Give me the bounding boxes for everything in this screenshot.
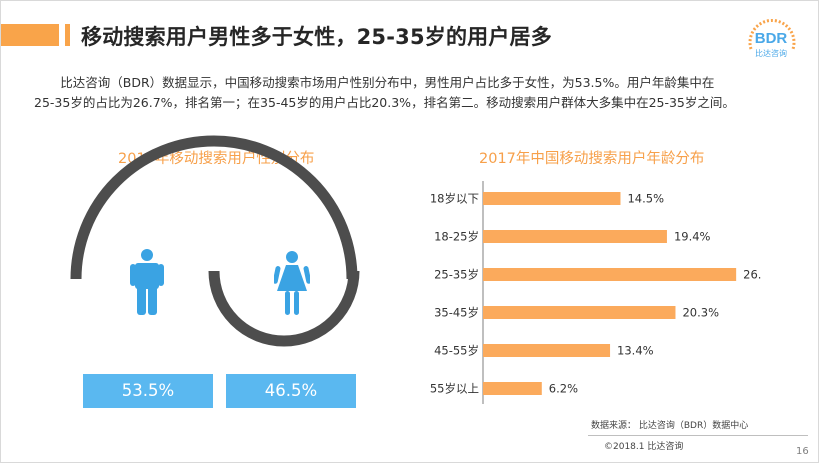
copyright: ©2018.1 比达咨询: [604, 442, 684, 452]
age-bar: [483, 230, 667, 243]
age-bar: [483, 306, 676, 319]
age-chart-title: 2017年中国移动搜索用户年龄分布: [479, 151, 705, 167]
age-bar: [483, 192, 621, 205]
category-label: 45-55岁: [434, 344, 479, 358]
bar-value-label: 26.7%: [743, 268, 761, 282]
age-bar: [483, 268, 737, 281]
source-divider: [588, 435, 808, 436]
logo-subtext: 比达咨询: [755, 49, 787, 58]
logo-ring-icon: [748, 18, 796, 50]
bdr-logo: BDR 比达咨询: [743, 9, 801, 63]
age-bar-chart: 18岁以下 14.5% 18-25岁 19.4% 25-35岁 26.7% 35-45岁 20…: [430, 181, 761, 404]
category-label: 18岁以下: [430, 192, 479, 206]
bar-value-label: 14.5%: [627, 192, 664, 206]
title-accent-bar: [1, 24, 59, 46]
female-person-icon: [274, 251, 310, 315]
bar-value-label: 6.2%: [549, 382, 578, 396]
wave-divider: [70, 135, 360, 347]
page-title: 移动搜索用户男性多于女性，25-35岁的用户居多: [81, 25, 552, 49]
category-label: 18-25岁: [434, 230, 479, 244]
age-bar: [483, 382, 542, 395]
category-label: 25-35岁: [434, 268, 479, 282]
age-bar: [483, 344, 611, 357]
title-accent-stripe: [65, 24, 70, 46]
male-percentage-box: 53.5%: [83, 374, 213, 408]
data-source: 数据来源： 比达咨询（BDR）数据中心: [591, 421, 749, 431]
description-line-1: 比达咨询（BDR）数据显示，中国移动搜索市场用户性别分布中，男性用户占比多于女性…: [60, 75, 715, 90]
category-label: 55岁以上: [430, 382, 479, 396]
bar-value-label: 13.4%: [617, 344, 654, 358]
description: 比达咨询（BDR）数据显示，中国移动搜索市场用户性别分布中，男性用户占比多于女性…: [34, 73, 794, 113]
bar-value-label: 20.3%: [682, 306, 719, 320]
page-number: 16: [796, 446, 809, 457]
female-percentage-box: 46.5%: [226, 374, 356, 408]
logo-text: BDR: [754, 30, 788, 47]
description-line-2: 25-35岁的占比为26.7%，排名第一；在35-45岁的用户占比20.3%，排…: [34, 95, 735, 110]
category-label: 35-45岁: [434, 306, 479, 320]
bar-value-label: 19.4%: [674, 230, 711, 244]
male-person-icon: [130, 249, 164, 315]
